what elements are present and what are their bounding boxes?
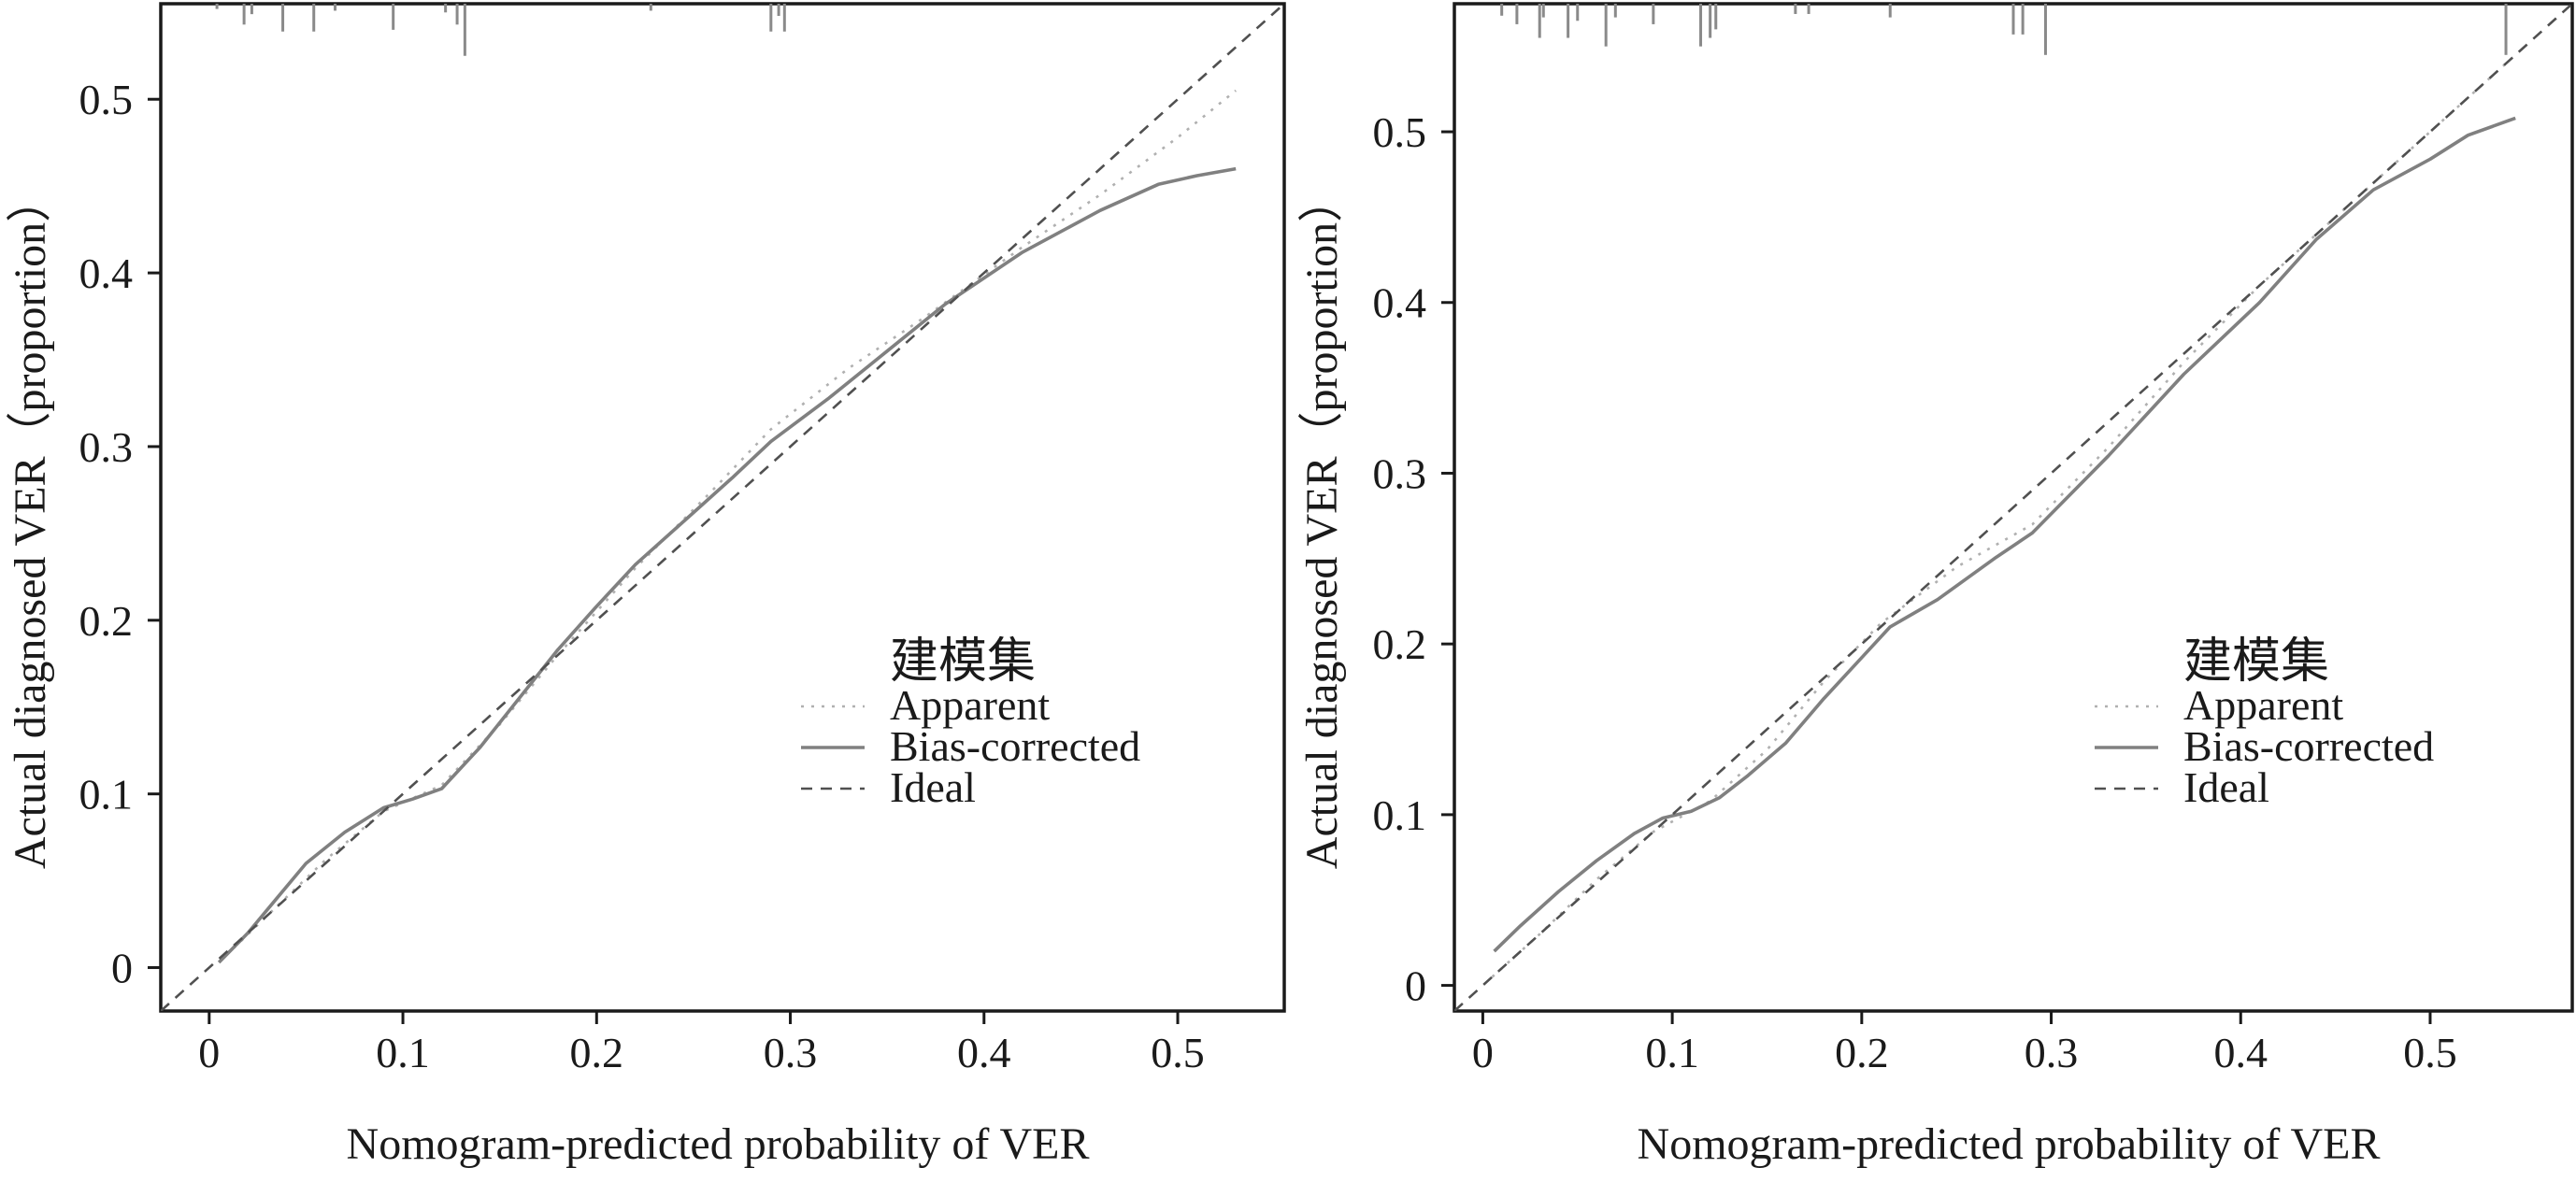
series-line-bias-corrected [217,166,1237,964]
y-axis-label: Actual diagnosed VER（proportion） [1297,178,1347,869]
x-tick-label: 0 [1472,1029,1494,1076]
y-tick-label: 0.5 [1373,108,1427,156]
y-tick-label: 0.2 [1373,620,1427,668]
legend-title: 建模集 [2183,635,2329,689]
legend-label: Apparent [890,681,1050,729]
plot-frame [159,2,1286,1013]
x-tick-label: 0.3 [2025,1029,2079,1076]
y-tick-label: 0.2 [79,597,134,645]
series-lines [161,4,1284,1011]
x-axis-label: Nomogram-predicted probability of VER [347,1119,1090,1169]
x-tick-label: 0.3 [764,1029,818,1076]
y-tick-label: 0.3 [79,423,134,471]
x-tick-label: 0.2 [1835,1029,1889,1076]
y-axis-label: Actual diagnosed VER（proportion） [6,178,55,869]
legend-label: Ideal [2183,763,2269,811]
y-tick-label: 0.1 [79,771,134,819]
y-tick-label: 0 [1405,962,1426,1010]
x-tick-label: 0 [198,1029,220,1076]
y-tick-label: 0 [111,945,133,992]
series-line-ideal [1454,4,2572,1011]
x-tick-label: 0.5 [1151,1029,1205,1076]
chart-panel-2: 0 0.1 0.2 0.3 0.4 0.5 0 0.1 0.2 0.3 0.4 0.5 Nomogram… [1297,2,2574,1169]
x-tick-label: 0.1 [1645,1029,1699,1076]
x-tick-label: 0.1 [376,1029,430,1076]
legend-title: 建模集 [890,635,1036,689]
series-line-apparent [1491,53,2517,978]
y-tick-label: 0.1 [1373,791,1427,839]
y-tick-label: 0.4 [1373,279,1427,327]
series-line-ideal [161,4,1284,1011]
series-line-apparent [218,89,1238,963]
series-line-bias-corrected [1493,116,2516,953]
rug-marks [1500,4,2508,55]
x-tick-label: 0.4 [2214,1029,2268,1076]
legend-label: Bias-corrected [890,722,1140,770]
x-axis-label: Nomogram-predicted probability of VER [1638,1119,2381,1169]
y-tick-label: 0.5 [79,76,134,123]
y-tick-label: 0.4 [79,249,134,297]
x-tick-label: 0.5 [2403,1029,2457,1076]
y-tick-label: 0.3 [1373,449,1427,497]
series-lines [1454,4,2572,1011]
rug-marks [215,4,786,56]
chart-panel-1: 0 0.1 0.2 0.3 0.4 0.5 0 0.1 0.2 0.3 0.4 0.5 Nomogram… [6,2,1286,1169]
legend-label: Ideal [890,763,976,811]
legend-label: Apparent [2183,681,2343,729]
legend-label: Bias-corrected [2183,722,2434,770]
x-tick-label: 0.2 [570,1029,624,1076]
x-tick-label: 0.4 [957,1029,1011,1076]
